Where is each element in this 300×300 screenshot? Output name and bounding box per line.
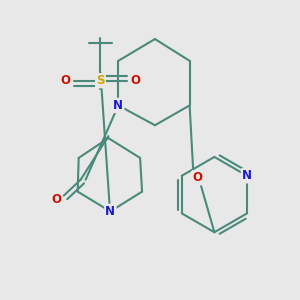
Text: N: N <box>242 169 252 182</box>
Text: O: O <box>51 193 61 206</box>
Text: O: O <box>193 171 202 184</box>
Text: N: N <box>113 99 123 112</box>
Text: N: N <box>105 205 116 218</box>
Text: O: O <box>61 74 71 87</box>
Text: S: S <box>96 74 105 87</box>
Text: O: O <box>130 74 140 87</box>
